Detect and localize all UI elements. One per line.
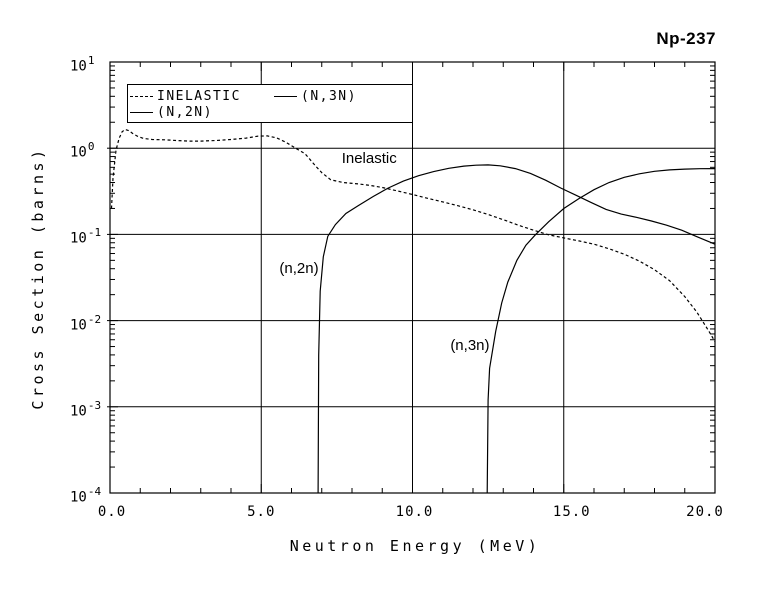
inelastic-dashed-line-sample-icon xyxy=(130,96,153,97)
legend-label-n3n: (N,3N) xyxy=(301,88,357,104)
legend-item-inelastic: INELASTIC xyxy=(130,88,241,104)
legend-label-inelastic: INELASTIC xyxy=(157,88,241,104)
legend-box: INELASTIC (N,3N) (N,2N) xyxy=(127,84,413,123)
x-tick-label: 15.0 xyxy=(552,504,591,520)
curve-n3n xyxy=(486,168,716,494)
x-tick-label: 5.0 xyxy=(247,504,276,520)
curve-n2n xyxy=(317,164,716,494)
legend-item-n3n: (N,3N) xyxy=(274,88,357,104)
inelastic-curve-label: Inelastic xyxy=(341,150,397,168)
y-tick-label: 100 xyxy=(70,140,95,161)
y-tick-label: 10-2 xyxy=(70,312,102,334)
n3n-solid-line-sample-icon xyxy=(274,96,297,97)
y-tick-label: 101 xyxy=(70,54,95,75)
x-tick-label: 10.0 xyxy=(395,504,434,520)
x-axis-title: Neutron Energy (MeV) xyxy=(289,537,541,555)
legend-item-n2n: (N,2N) xyxy=(130,104,213,120)
legend-label-n2n: (N,2N) xyxy=(157,104,213,120)
n2n-solid-line-sample-icon xyxy=(130,112,153,113)
x-tick-label: 20.0 xyxy=(686,504,724,520)
x-tick-label: 0.0 xyxy=(97,504,127,520)
y-tick-label: 10-3 xyxy=(70,398,102,420)
n2n-curve-label: (n,2n) xyxy=(279,259,319,277)
y-tick-label: 10-4 xyxy=(70,485,102,506)
n3n-curve-label: (n,3n) xyxy=(450,336,490,354)
y-tick-label: 10-1 xyxy=(70,226,102,248)
chart-title: Np-237 xyxy=(656,29,716,48)
y-axis-title: Cross Section (barns) xyxy=(29,146,47,410)
curve-inelastic xyxy=(110,128,716,342)
